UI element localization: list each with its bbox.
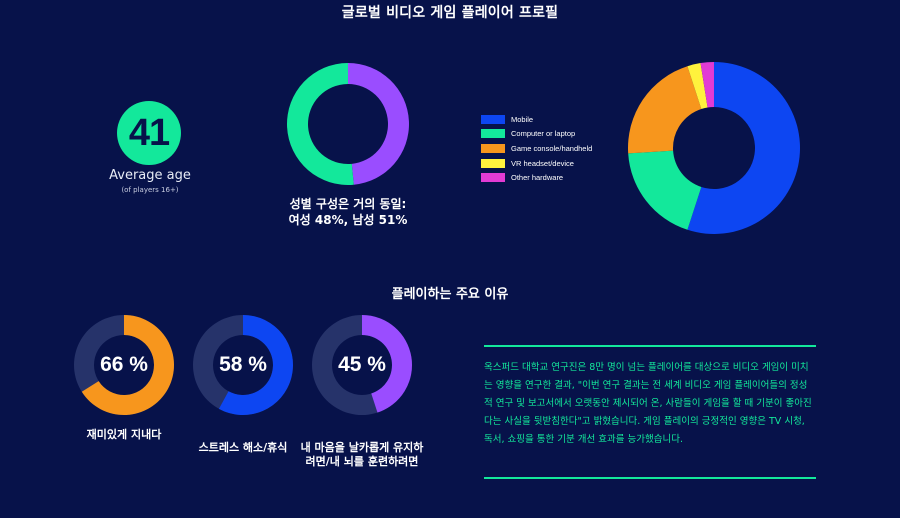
legend-swatch (481, 143, 505, 153)
reason-label: 재미있게 지내다 (86, 428, 162, 441)
average-age-badge: 41 (117, 101, 181, 165)
platform-legend: Mobile Computer or laptop Game console/han… (481, 112, 592, 185)
platform-slice-computer-or-laptop (628, 150, 702, 230)
reason-percent-label: 58 % (219, 353, 267, 376)
reason-label: 내 마음을 날카롭게 유지하려면/내 뇌를 훈련하려면 (300, 441, 424, 468)
reason-label: 스트레스 해소/휴식 (198, 441, 288, 454)
average-age-label: Average age (109, 168, 191, 183)
legend-label: Other hardware (511, 173, 564, 183)
legend-item: VR headset/device (481, 156, 592, 171)
reason-donut-value-arc (362, 315, 412, 413)
legend-swatch (481, 158, 505, 168)
quote-bottom-rule (484, 477, 816, 479)
legend-swatch (481, 173, 505, 183)
reason-donut-value-arc (81, 315, 174, 415)
legend-item: Other hardware (481, 170, 592, 185)
platform-slice-other-hardware (700, 62, 714, 108)
reason-donut-value-arc (218, 315, 293, 415)
legend-swatch (481, 114, 505, 124)
quote-text: 옥스퍼드 대학교 연구진은 8만 명이 넘는 플레이어를 대상으로 비디오 게임… (484, 362, 812, 445)
legend-label: Mobile (511, 114, 534, 124)
reasons-title: 플레이하는 주요 이유 (391, 287, 509, 302)
page-title: 글로벌 비디오 게임 플레이어 프로필 (341, 5, 559, 21)
legend-label: Computer or laptop (511, 129, 576, 139)
average-age-sub-label: (of players 16+) (121, 186, 179, 194)
legend-item: Computer or laptop (481, 127, 592, 142)
reason-donut-chart (74, 315, 175, 415)
platform-slice-game-console-handheld (628, 66, 702, 154)
gender-caption-line-1: 성별 구성은 거의 동일: (289, 197, 407, 211)
legend-label: Game console/handheld (511, 143, 593, 153)
reason-percent-label: 45 % (338, 353, 386, 376)
gender-slice-female (348, 63, 409, 185)
platform-slice-mobile (687, 62, 801, 234)
platform-donut-chart (628, 62, 801, 234)
legend-swatch (481, 129, 505, 139)
gender-caption: 성별 구성은 거의 동일: 여성 48%, 남성 51% (268, 196, 428, 228)
reason-percent-label: 66 % (100, 353, 148, 376)
legend-label: VR headset/device (511, 158, 574, 168)
platform-slice-vr-headset-device (687, 63, 708, 110)
gender-caption-line-2: 여성 48%, 남성 51% (288, 213, 408, 227)
reason-donut-chart (193, 315, 294, 415)
legend-item: Game console/handheld (481, 141, 592, 156)
gender-donut-chart (286, 63, 409, 185)
gender-slice-male (286, 63, 354, 185)
quote-top-rule (484, 345, 816, 347)
legend-item: Mobile (481, 112, 592, 127)
reason-donut-chart (312, 315, 413, 415)
